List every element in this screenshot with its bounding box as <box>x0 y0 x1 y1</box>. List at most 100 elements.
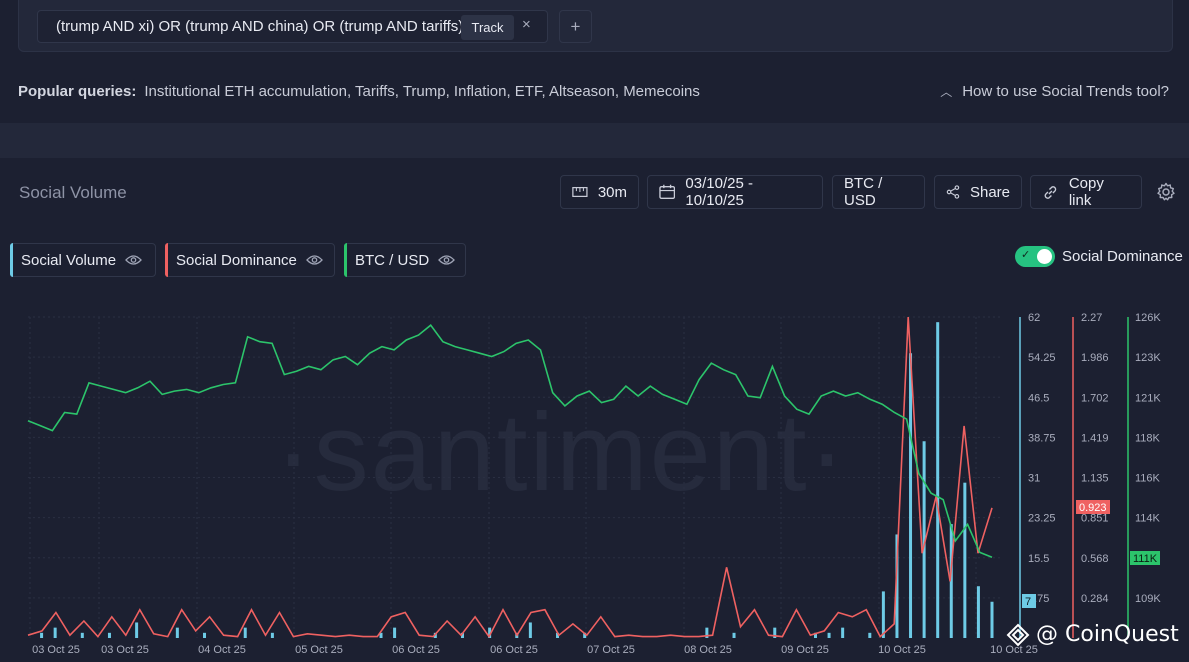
btc_usd-tick-label: 116K <box>1135 473 1161 485</box>
social_dominance-tick-label: 1.419 <box>1081 432 1109 444</box>
popular-queries: Popular queries: Institutional ETH accumu… <box>18 83 700 100</box>
social_volume-tick-label: 54.25 <box>1028 352 1056 364</box>
popular-queries-list[interactable]: Institutional ETH accumulation, Tariffs,… <box>144 83 700 100</box>
social-volume-bar <box>949 524 953 638</box>
social-volume-bar <box>827 632 831 638</box>
query-text: (trump AND xi) OR (trump AND china) OR (… <box>56 18 464 35</box>
btc-usd-current-badge <box>1130 551 1160 565</box>
social-volume-bar <box>936 322 940 638</box>
social-volume-bar <box>922 441 926 638</box>
santiment-watermark: ·santiment· <box>275 391 847 514</box>
x-axis: 03 Oct 25 03 Oct 25 04 Oct 25 05 Oct 25 06 O… <box>32 644 1038 656</box>
social-volume-bar <box>990 601 994 638</box>
interval-button[interactable]: 30m <box>560 175 639 209</box>
social_volume-tick-label: 15.5 <box>1028 553 1049 565</box>
social-volume-bars <box>40 322 994 638</box>
diamond-icon <box>1006 623 1030 646</box>
social-volume-bar <box>488 627 492 638</box>
social-volume-current-badge <box>1022 594 1036 608</box>
copy-link-button[interactable]: Copy link <box>1030 175 1142 209</box>
help-link[interactable]: ︿ How to use Social Trends tool? <box>940 83 1169 100</box>
social_dominance-tick-label: 0.851 <box>1081 513 1109 525</box>
check-icon: ✓ <box>1021 249 1031 261</box>
series-color-bar <box>165 243 168 277</box>
btc-usd-current-value: 111K <box>1133 553 1158 565</box>
social-volume-bar <box>556 632 560 638</box>
chart-axes: 6254.2546.538.753123.2515.57.752.271.986… <box>1019 312 1161 638</box>
toggle-label: Social Dominance <box>1062 248 1183 265</box>
gear-icon[interactable] <box>1156 182 1176 202</box>
social-volume-bar <box>773 627 777 638</box>
social-volume-bar <box>732 632 736 638</box>
x-tick-label: 06 Oct 25 <box>392 644 440 656</box>
social-volume-bar <box>868 632 872 638</box>
eye-icon[interactable] <box>125 254 142 266</box>
add-query-button[interactable]: + <box>559 10 592 43</box>
social-volume-bar <box>393 627 397 638</box>
x-tick-label: 07 Oct 25 <box>587 644 635 656</box>
pair-button[interactable]: BTC / USD <box>832 175 925 209</box>
series-tab-social-volume[interactable]: Social Volume <box>10 243 156 277</box>
series-tab-social-dominance[interactable]: Social Dominance <box>165 243 335 277</box>
share-icon <box>946 185 960 199</box>
social-volume-bar <box>203 632 207 638</box>
help-link-label: How to use Social Trends tool? <box>962 83 1169 100</box>
social-volume-current-value: 7 <box>1025 596 1031 608</box>
close-icon[interactable]: × <box>522 16 531 33</box>
series-tab-btc-usd[interactable]: BTC / USD <box>344 243 466 277</box>
x-tick-label: 03 Oct 25 <box>32 644 80 656</box>
series-tab-label: Social Volume <box>21 251 117 269</box>
calendar-icon <box>659 184 676 199</box>
btc_usd-tick-label: 118K <box>1135 432 1161 444</box>
toggle-knob <box>1037 249 1052 264</box>
social_volume-tick-label: 23.25 <box>1028 513 1056 525</box>
social_dominance-tick-label: 1.135 <box>1081 473 1109 485</box>
share-button[interactable]: Share <box>934 175 1022 209</box>
track-button[interactable]: Track <box>461 15 514 40</box>
social_dominance-tick-label: 1.702 <box>1081 392 1109 404</box>
social_volume-tick-label: 31 <box>1028 473 1040 485</box>
date-range-label: 03/10/25 - 10/10/25 <box>685 175 753 209</box>
eye-icon[interactable] <box>306 254 323 266</box>
btc_usd-tick-label: 109K <box>1135 593 1161 605</box>
social-volume-chart[interactable]: ·santiment· 62 54.25 46.5 38.75 31 23.25 15.5 7… <box>0 300 1189 662</box>
social_dominance-tick-label: 2.27 <box>1081 312 1102 324</box>
btc_usd-tick-label: 123K <box>1135 352 1161 364</box>
interval-label: 30m <box>597 183 627 201</box>
social-volume-bar <box>841 627 845 638</box>
ruler-icon <box>572 186 588 198</box>
social_dominance-tick-label: 0.284 <box>1081 593 1109 605</box>
btc_usd-tick-label: 121K <box>1135 392 1161 404</box>
social-volume-bar <box>80 632 84 638</box>
social-dominance-current-badge <box>1076 500 1110 514</box>
social-volume-bar <box>705 627 709 638</box>
eye-icon[interactable] <box>438 254 456 266</box>
date-range-button[interactable]: 03/10/25 - 10/10/25 <box>647 175 823 209</box>
x-tick-label: 10 Oct 25 <box>878 644 926 656</box>
brand-text: @ CoinQuest <box>1036 622 1179 647</box>
chart-grid <box>28 316 1000 638</box>
panel-title: Social Volume <box>19 183 127 202</box>
social_volume-tick-label: 62 <box>1028 312 1040 324</box>
btc-price-line <box>27 324 993 559</box>
x-tick-label: 03 Oct 25 <box>101 644 149 656</box>
social_volume-tick-label: 38.75 <box>1028 432 1056 444</box>
social-volume-bar <box>909 353 913 638</box>
social-dominance-toggle[interactable]: ✓ <box>1015 246 1055 267</box>
chevron-up-icon: ︿ <box>940 85 953 99</box>
query-bar: (trump AND xi) OR (trump AND china) OR (… <box>18 0 1173 52</box>
social-volume-bar <box>40 632 44 638</box>
x-tick-label: 06 Oct 25 <box>490 644 538 656</box>
btc_usd-tick-label: 114K <box>1135 513 1161 525</box>
social-volume-bar <box>583 632 587 638</box>
social-volume-bar <box>379 632 383 638</box>
social-volume-bar <box>270 632 274 638</box>
social_dominance-tick-label: 1.986 <box>1081 352 1109 364</box>
social-volume-bar <box>976 586 980 638</box>
social-volume-bar <box>460 632 464 638</box>
social-volume-bar <box>175 627 179 638</box>
social-volume-bar <box>53 627 57 638</box>
social_dominance-tick-label: 0.568 <box>1081 553 1109 565</box>
x-tick-label: 04 Oct 25 <box>198 644 246 656</box>
series-color-bar <box>344 243 347 277</box>
